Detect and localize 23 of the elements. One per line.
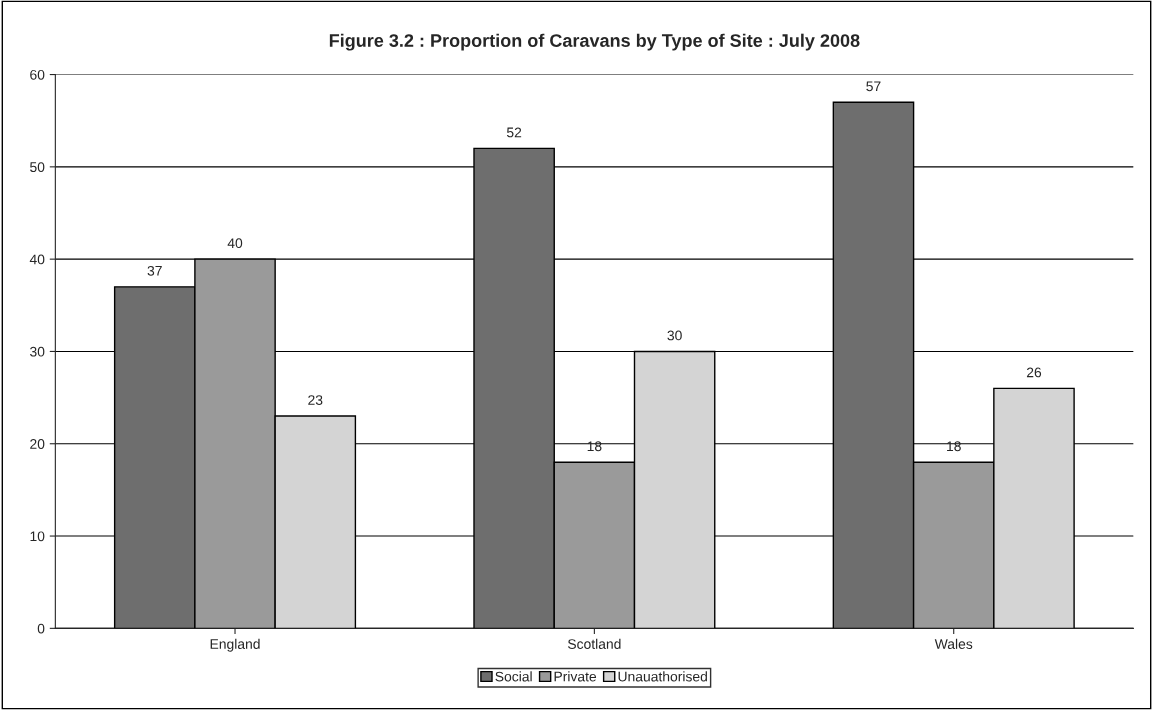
- x-tick-label: Wales: [934, 638, 973, 649]
- y-tick-label: 0: [37, 623, 45, 634]
- y-tick-label: 50: [30, 162, 45, 173]
- y-tick-label: 40: [29, 254, 45, 265]
- data-label: 18: [587, 441, 602, 452]
- x-tick-label: Scotland: [567, 638, 621, 649]
- data-label: 37: [147, 265, 162, 276]
- data-label: 57: [866, 81, 881, 92]
- chart-title: Figure 3.2 : Proportion of Caravans by Type of Site : July 2008: [329, 33, 860, 51]
- y-tick-label: 20: [30, 439, 45, 449]
- y-tick-label: 60: [30, 69, 45, 80]
- data-label: 26: [1026, 367, 1042, 378]
- x-tick-label: England: [210, 638, 260, 652]
- data-label: 52: [506, 127, 522, 138]
- legend-label: Unauathorised: [618, 671, 707, 682]
- legend-label: Social: [495, 671, 532, 682]
- legend-label: Private: [554, 671, 597, 682]
- y-tick-label: 30: [30, 346, 45, 357]
- data-label: 18: [947, 441, 961, 452]
- data-label: 40: [227, 238, 243, 249]
- y-tick-label: 10: [30, 531, 45, 542]
- data-label: 23: [308, 395, 323, 405]
- data-label: 30: [667, 330, 682, 341]
